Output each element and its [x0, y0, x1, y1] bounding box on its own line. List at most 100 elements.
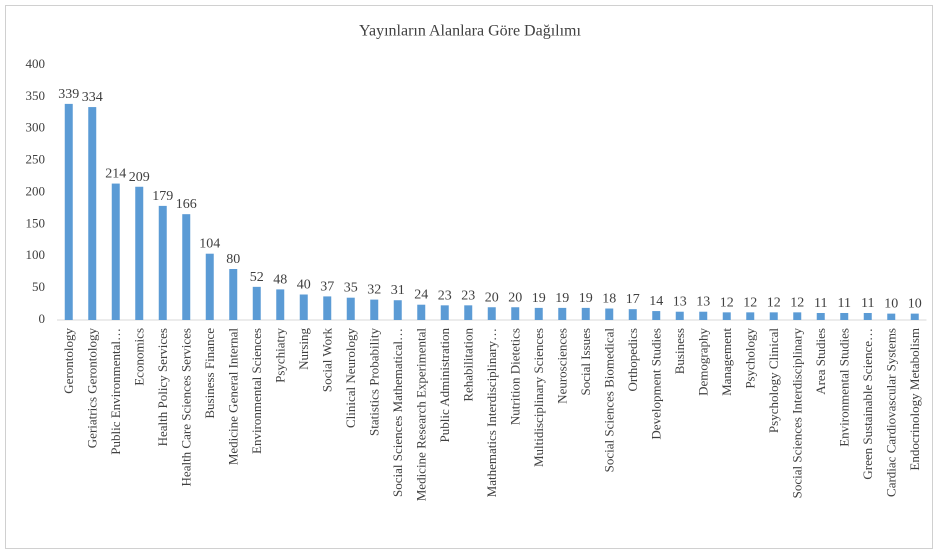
x-tick-label: Demography	[695, 328, 710, 396]
x-tick-label: Statistics Probability	[366, 328, 381, 436]
data-label: 13	[673, 295, 687, 310]
data-label: 214	[105, 167, 126, 182]
bar	[769, 312, 778, 320]
bar	[910, 313, 919, 320]
bar	[581, 307, 590, 320]
data-label: 334	[82, 90, 103, 105]
x-tick-label: Business	[672, 328, 687, 374]
x-tick-label: Multidisciplinary Sciences	[531, 328, 546, 467]
bar	[863, 312, 872, 320]
bar	[88, 107, 97, 320]
data-label: 166	[176, 197, 197, 212]
x-tick-label: Endocrinology Metabolism	[907, 328, 922, 471]
data-label: 18	[602, 292, 616, 307]
data-label: 48	[273, 272, 287, 287]
x-tick-label: Mathematics Interdisciplinary…	[484, 328, 499, 497]
x-tick-label: Social Work	[319, 328, 334, 393]
x-tick-label: Business Finance	[202, 328, 217, 419]
x-tick-label: Economics	[131, 328, 146, 386]
y-tick-label: 0	[39, 311, 46, 326]
x-tick-label: Psychiatry	[272, 328, 287, 383]
x-tick-label: Environmental Sciences	[249, 328, 264, 454]
data-label: 20	[485, 290, 499, 305]
y-tick-label: 200	[26, 183, 46, 198]
bar	[722, 312, 731, 320]
bar	[487, 307, 496, 320]
x-tick-label: Environmental Studies	[836, 328, 851, 447]
x-tick-label: Area Studies	[813, 328, 828, 395]
y-tick-label: 100	[26, 247, 46, 262]
data-label: 37	[320, 279, 334, 294]
chart-title: Yayınların Alanlara Göre Dağılımı	[359, 23, 581, 40]
bar	[793, 312, 802, 320]
bar	[346, 297, 355, 320]
x-tick-label: Social Issues	[578, 328, 593, 396]
bar	[464, 305, 473, 320]
x-tick-label: Social Sciences Mathematical…	[390, 328, 405, 497]
data-label: 12	[720, 295, 734, 310]
x-tick-label: Nursing	[296, 328, 311, 370]
data-label: 23	[438, 288, 452, 303]
data-label: 35	[344, 281, 358, 296]
bar	[840, 312, 849, 320]
bar	[182, 214, 191, 320]
x-tick-label: Geriatrics Gerontology	[84, 328, 99, 449]
data-label: 80	[226, 252, 240, 267]
data-label: 12	[767, 295, 781, 310]
bar	[135, 186, 144, 320]
data-label: 12	[790, 295, 804, 310]
bar	[628, 309, 637, 320]
x-tick-label: Cardiac Cardiovascular Systems	[883, 328, 898, 497]
x-tick-label: Rehabilitation	[460, 328, 475, 402]
x-tick-label: Medicine General Internal	[225, 328, 240, 466]
data-label: 13	[696, 295, 710, 310]
bar	[675, 311, 684, 320]
x-tick-label: Neurosciences	[554, 328, 569, 404]
y-tick-label: 150	[26, 215, 46, 230]
data-label: 20	[508, 290, 522, 305]
bar	[816, 312, 825, 320]
bar	[276, 289, 285, 320]
x-tick-label: Psychology	[742, 328, 757, 389]
y-tick-label: 350	[26, 88, 46, 103]
bar	[370, 299, 379, 320]
data-label: 10	[908, 297, 922, 312]
bar	[252, 286, 261, 320]
x-tick-label: Public Environmental…	[108, 328, 123, 455]
x-tick-label: Orthopedics	[625, 328, 640, 392]
data-label: 40	[297, 278, 311, 293]
x-tick-label: Public Administration	[437, 328, 452, 443]
x-tick-label: Management	[719, 328, 734, 396]
y-tick-label: 400	[26, 56, 46, 71]
bar	[205, 253, 214, 320]
data-label: 19	[555, 291, 569, 306]
bar	[299, 294, 308, 320]
data-label: 31	[391, 283, 405, 298]
y-tick-label: 250	[26, 152, 46, 167]
bar	[323, 296, 332, 320]
bar	[746, 312, 755, 320]
y-tick-label: 50	[32, 279, 45, 294]
data-label: 209	[129, 170, 150, 185]
data-label: 11	[814, 296, 827, 311]
x-tick-label: Social Sciences Interdisciplinary	[789, 328, 804, 499]
bar	[699, 311, 708, 320]
bar	[111, 183, 120, 320]
data-label: 179	[152, 189, 173, 204]
x-tick-label: Social Sciences Biomedical	[601, 328, 616, 473]
data-label: 32	[367, 283, 381, 298]
x-tick-label: Health Policy Services	[155, 328, 170, 446]
bar	[558, 307, 567, 320]
data-label: 14	[649, 294, 663, 309]
y-tick-label: 300	[26, 120, 46, 135]
x-tick-label: Nutrition Dietetics	[507, 328, 522, 425]
bar	[534, 307, 543, 320]
data-label: 11	[838, 296, 851, 311]
bar	[393, 300, 402, 320]
bar	[887, 313, 896, 320]
x-tick-label: Medicine Research Experimental	[413, 328, 428, 502]
data-label: 24	[414, 288, 428, 303]
bar	[652, 311, 661, 320]
data-label: 17	[626, 292, 640, 307]
